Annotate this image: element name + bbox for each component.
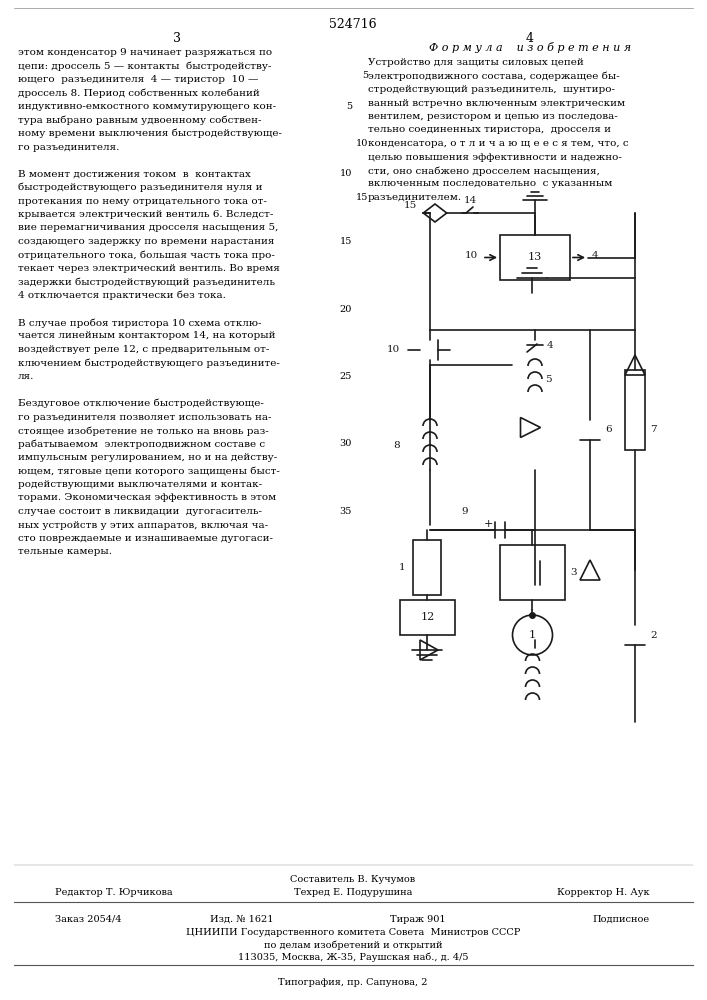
Text: 10: 10 [464,251,478,260]
Text: 6: 6 [605,426,612,434]
Text: го разъединителя.: го разъединителя. [18,142,119,151]
Text: конденсатора, о т л и ч а ю щ е е с я тем, что, с: конденсатора, о т л и ч а ю щ е е с я те… [368,139,629,148]
Text: ля.: ля. [18,372,35,381]
Text: ЦНИИПИ Государственного комитета Совета  Министров СССР: ЦНИИПИ Государственного комитета Совета … [186,928,520,937]
Text: Типография, пр. Сапунова, 2: Типография, пр. Сапунова, 2 [279,978,428,987]
Text: +: + [484,519,493,529]
Text: 10: 10 [356,139,368,148]
Text: 5: 5 [346,102,352,111]
Bar [500,545,565,600]
Text: 1: 1 [529,630,536,640]
Text: 15: 15 [356,193,368,202]
Text: Устройство для защиты силовых цепей: Устройство для защиты силовых цепей [368,58,584,67]
Text: тура выбрано равным удвоенному собствен-: тура выбрано равным удвоенному собствен- [18,115,262,125]
Text: ющего  разъединителя  4 — тиристор  10 —: ющего разъединителя 4 — тиристор 10 — [18,75,258,84]
Text: 12: 12 [421,612,435,622]
Text: 1: 1 [398,563,405,572]
Text: по делам изобретений и открытий: по делам изобретений и открытий [264,940,443,950]
Text: тельные камеры.: тельные камеры. [18,548,112,556]
Text: воздействует реле 12, с предварительным от-: воздействует реле 12, с предварительным … [18,345,269,354]
Text: цепи: дроссель 5 — контакты  быстродейству-: цепи: дроссель 5 — контакты быстродейств… [18,62,271,71]
Text: 4 отключается практически без тока.: 4 отключается практически без тока. [18,291,226,300]
Text: сти, оно снабжено дросселем насыщения,: сти, оно снабжено дросселем насыщения, [368,166,600,176]
Text: отрицательного тока, большая часть тока про-: отрицательного тока, большая часть тока … [18,250,275,260]
Text: включенным последовательно  с указанным: включенным последовательно с указанным [368,180,612,188]
Text: 10: 10 [387,346,400,355]
Text: 20: 20 [339,304,352,314]
Text: электроподвижного состава, содержащее бы-: электроподвижного состава, содержащее бы… [368,72,620,81]
Text: 14: 14 [463,196,477,205]
Text: 15: 15 [404,200,416,210]
Text: Подписное: Подписное [593,915,650,924]
Text: задержки быстродействующий разъединитель: задержки быстродействующий разъединитель [18,277,275,287]
Text: разъединителем.: разъединителем. [368,193,462,202]
Text: целью повышения эффективности и надежно-: целью повышения эффективности и надежно- [368,152,622,161]
Text: создающего задержку по времени нарастания: создающего задержку по времени нарастани… [18,237,274,246]
Text: рабатываемом  электроподвижном составе с: рабатываемом электроподвижном составе с [18,440,265,449]
Text: импульсным регулированием, но и на действу-: импульсным регулированием, но и на дейст… [18,453,277,462]
Text: протекания по нему отрицательного тока от-: протекания по нему отрицательного тока о… [18,196,267,206]
Text: вентилем, резистором и цепью из последова-: вентилем, резистором и цепью из последов… [368,112,618,121]
Text: Заказ 2054/4: Заказ 2054/4 [55,915,122,924]
Text: текает через электрический вентиль. Во время: текает через электрический вентиль. Во в… [18,264,280,273]
Text: В случае пробоя тиристора 10 схема отклю-: В случае пробоя тиристора 10 схема отклю… [18,318,262,328]
Bar [625,370,645,450]
Text: Изд. № 1621: Изд. № 1621 [210,915,274,924]
Text: 3: 3 [570,568,577,577]
Text: 13: 13 [528,252,542,262]
Text: торами. Экономическая эффективность в этом: торами. Экономическая эффективность в эт… [18,493,276,502]
Text: вие перемагничивания дросселя насыщения 5,: вие перемагничивания дросселя насыщения … [18,224,279,232]
Text: 10: 10 [339,169,352,178]
Text: стоящее изобретение не только на вновь раз-: стоящее изобретение не только на вновь р… [18,426,269,436]
Text: 113035, Москва, Ж-35, Раушская наб., д. 4/5: 113035, Москва, Ж-35, Раушская наб., д. … [238,952,468,962]
Text: Составитель В. Кучумов: Составитель В. Кучумов [291,875,416,884]
Text: ванный встречно включенным электрическим: ванный встречно включенным электрическим [368,99,625,107]
Text: сто повреждаемые и изнашиваемые дугогаси-: сто повреждаемые и изнашиваемые дугогаси… [18,534,273,543]
Text: Техред Е. Подурушина: Техред Е. Подурушина [294,888,412,897]
Text: 15: 15 [339,237,352,246]
Text: родействующими выключателями и контак-: родействующими выключателями и контак- [18,480,262,489]
Text: 35: 35 [339,507,352,516]
Text: 4: 4 [592,251,599,260]
Bar [400,600,455,635]
Text: стродействующий разъединитель,  шунтиро-: стродействующий разъединитель, шунтиро- [368,85,615,94]
Text: быстродействующего разъединителя нуля и: быстродействующего разъединителя нуля и [18,183,262,192]
Text: 4: 4 [547,340,554,350]
Text: 2: 2 [650,631,657,640]
Text: 5: 5 [545,375,551,384]
Text: В момент достижения током  в  контактах: В момент достижения током в контактах [18,169,251,178]
Text: го разъединителя позволяет использовать на-: го разъединителя позволяет использовать … [18,412,271,422]
Text: крывается электрический вентиль 6. Вследст-: крывается электрический вентиль 6. Вслед… [18,210,274,219]
Bar [413,540,441,595]
Text: тельно соединенных тиристора,  дросселя и: тельно соединенных тиристора, дросселя и [368,125,611,134]
Text: 25: 25 [339,372,352,381]
Text: случае состоит в ликвидации  дугогаситель-: случае состоит в ликвидации дугогаситель… [18,507,262,516]
Text: ющем, тяговые цепи которого защищены быст-: ющем, тяговые цепи которого защищены быс… [18,466,280,476]
Text: дроссель 8. Период собственных колебаний: дроссель 8. Период собственных колебаний [18,89,259,98]
Text: 3: 3 [173,32,181,45]
Text: ному времени выключения быстродействующе-: ному времени выключения быстродействующе… [18,129,282,138]
Text: 8: 8 [393,440,400,450]
Text: 7: 7 [650,426,657,434]
Text: чается линейным контактором 14, на который: чается линейным контактором 14, на котор… [18,332,276,340]
Text: 5: 5 [362,72,368,81]
Text: этом конденсатор 9 начинает разряжаться по: этом конденсатор 9 начинает разряжаться … [18,48,272,57]
Text: ных устройств у этих аппаратов, включая ча-: ных устройств у этих аппаратов, включая … [18,520,268,530]
Text: Тираж 901: Тираж 901 [390,915,445,924]
Text: 30: 30 [339,440,352,448]
Text: 9: 9 [462,507,468,516]
Text: Редактор Т. Юрчикова: Редактор Т. Юрчикова [55,888,173,897]
Bar [500,235,570,280]
Text: Бездуговое отключение быстродействующе-: Бездуговое отключение быстродействующе- [18,399,264,408]
Text: Ф о р м у л а    и з о б р е т е н и я: Ф о р м у л а и з о б р е т е н и я [429,42,631,53]
Text: Корректор Н. Аук: Корректор Н. Аук [557,888,650,897]
Text: ключением быстродействующего разъедините-: ключением быстродействующего разъедините… [18,359,280,368]
Text: 4: 4 [526,32,534,45]
Text: 524716: 524716 [329,18,377,31]
Text: индуктивно-емкостного коммутирующего кон-: индуктивно-емкостного коммутирующего кон… [18,102,276,111]
